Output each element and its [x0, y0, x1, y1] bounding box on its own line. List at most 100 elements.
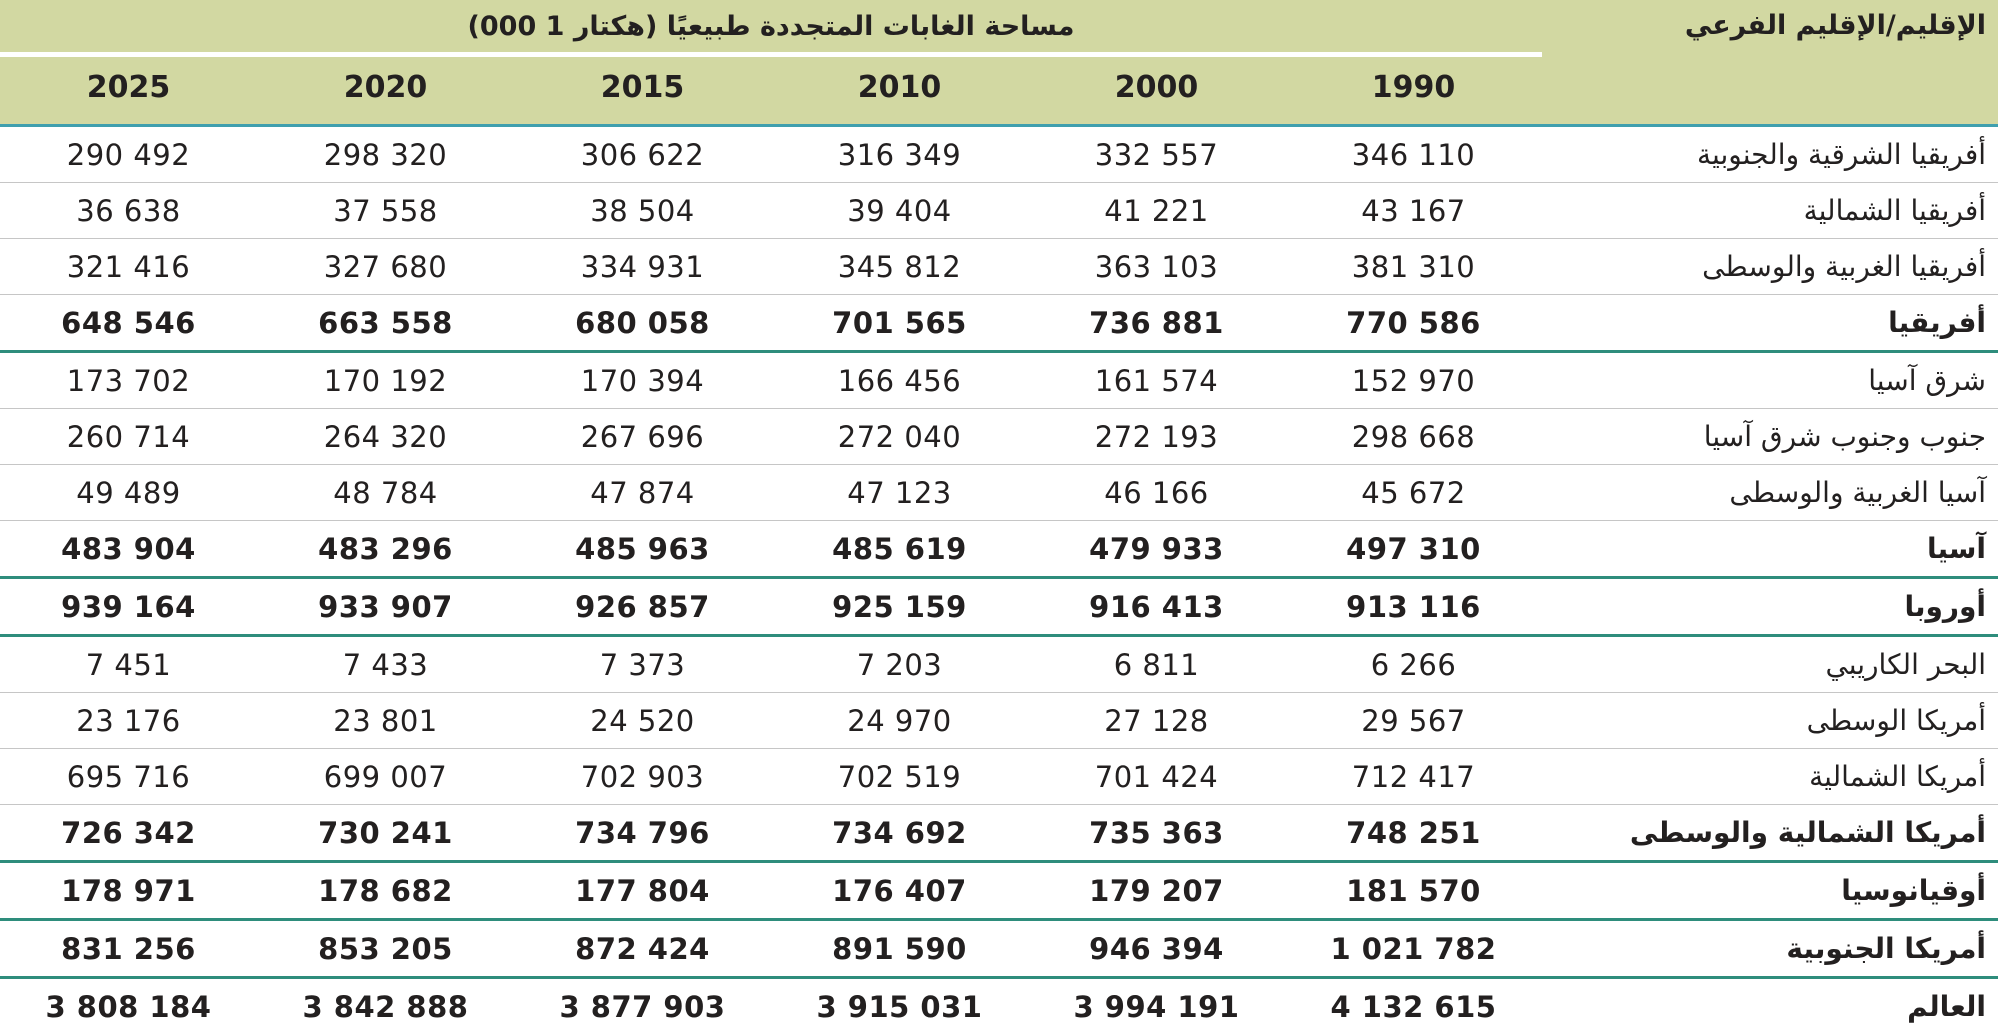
value-cell-1990: 6 266 [1285, 635, 1543, 693]
table-title: مساحة الغابات المتجددة طبيعيًا (هكتار 1 … [0, 0, 1543, 57]
value-cell-2000: 272 193 [1028, 408, 1285, 465]
value-cell-2010: 316 349 [771, 125, 1028, 183]
region-cell: آسيا [1542, 520, 1998, 579]
region-cell: أفريقيا الشمالية [1542, 182, 1998, 239]
value-cell-2025: 173 702 [0, 351, 257, 409]
value-cell-2020: 178 682 [257, 861, 514, 921]
value-cell-2025: 726 342 [0, 804, 257, 863]
region-column-header: الإقليم/الإقليم الفرعي [1542, 0, 1998, 127]
value-cell-2020: 663 558 [257, 294, 514, 353]
value-cell-2020: 853 205 [257, 919, 514, 979]
table-row: 260 714 264 320 267 696 272 040 272 193 298 6… [0, 408, 1998, 465]
region-cell: شرق آسيا [1542, 351, 1998, 409]
value-cell-2010: 701 565 [771, 294, 1028, 353]
value-cell-2010: 925 159 [771, 577, 1028, 637]
value-cell-1990: 45 672 [1285, 464, 1543, 521]
total-row: 648 546 663 558 680 058 701 565 736 881 770 5… [0, 294, 1998, 353]
value-cell-2020: 264 320 [257, 408, 514, 465]
value-cell-2000: 701 424 [1028, 748, 1285, 805]
value-cell-2020: 699 007 [257, 748, 514, 805]
table-row: 49 489 48 784 47 874 47 123 46 166 45 672 آسيا… [0, 464, 1998, 521]
value-cell-2020: 48 784 [257, 464, 514, 521]
value-cell-2010: 47 123 [771, 464, 1028, 521]
value-cell-2025: 483 904 [0, 520, 257, 579]
value-cell-1990: 770 586 [1285, 294, 1543, 353]
region-cell: أوروبا [1542, 577, 1998, 637]
value-cell-2025: 648 546 [0, 294, 257, 353]
table-row: 321 416 327 680 334 931 345 812 363 103 381 3… [0, 238, 1998, 295]
value-cell-2015: 3 877 903 [514, 977, 771, 1023]
region-cell: أفريقيا الشرقية والجنوبية [1542, 125, 1998, 183]
value-cell-2000: 946 394 [1028, 919, 1285, 979]
value-cell-2010: 891 590 [771, 919, 1028, 979]
value-cell-2000: 46 166 [1028, 464, 1285, 521]
value-cell-2010: 272 040 [771, 408, 1028, 465]
value-cell-2010: 176 407 [771, 861, 1028, 921]
year-header-2000: 2000 [1028, 54, 1285, 127]
value-cell-2015: 334 931 [514, 238, 771, 295]
value-cell-2010: 702 519 [771, 748, 1028, 805]
value-cell-2000: 363 103 [1028, 238, 1285, 295]
value-cell-2020: 3 842 888 [257, 977, 514, 1023]
value-cell-2025: 290 492 [0, 125, 257, 183]
value-cell-2000: 736 881 [1028, 294, 1285, 353]
value-cell-2015: 702 903 [514, 748, 771, 805]
value-cell-1990: 29 567 [1285, 692, 1543, 749]
value-cell-2020: 327 680 [257, 238, 514, 295]
value-cell-2010: 3 915 031 [771, 977, 1028, 1023]
value-cell-2015: 47 874 [514, 464, 771, 521]
value-cell-2020: 730 241 [257, 804, 514, 863]
title-row: مساحة الغابات المتجددة طبيعيًا (هكتار 1 … [0, 0, 1998, 127]
total-row: 831 256 853 205 872 424 891 590 946 394 1 021… [0, 919, 1998, 979]
value-cell-2020: 483 296 [257, 520, 514, 579]
value-cell-2025: 939 164 [0, 577, 257, 637]
table-row: 173 702 170 192 170 394 166 456 161 574 152 9… [0, 351, 1998, 409]
value-cell-2000: 735 363 [1028, 804, 1285, 863]
value-cell-2010: 734 692 [771, 804, 1028, 863]
value-cell-2010: 345 812 [771, 238, 1028, 295]
value-cell-1990: 4 132 615 [1285, 977, 1543, 1023]
value-cell-1990: 712 417 [1285, 748, 1543, 805]
value-cell-2025: 321 416 [0, 238, 257, 295]
table-row: 36 638 37 558 38 504 39 404 41 221 43 167 أفري… [0, 182, 1998, 239]
value-cell-2015: 680 058 [514, 294, 771, 353]
year-header-2010: 2010 [771, 54, 1028, 127]
value-cell-2025: 36 638 [0, 182, 257, 239]
value-cell-2015: 24 520 [514, 692, 771, 749]
region-cell: العالم [1542, 977, 1998, 1023]
value-cell-2020: 37 558 [257, 182, 514, 239]
value-cell-2000: 332 557 [1028, 125, 1285, 183]
value-cell-1990: 748 251 [1285, 804, 1543, 863]
region-cell: أمريكا الشمالية [1542, 748, 1998, 805]
region-cell: أمريكا الجنوبية [1542, 919, 1998, 979]
value-cell-2015: 872 424 [514, 919, 771, 979]
value-cell-2000: 27 128 [1028, 692, 1285, 749]
table-row: 7 451 7 433 7 373 7 203 6 811 6 266 البحر الكا… [0, 635, 1998, 693]
value-cell-2020: 933 907 [257, 577, 514, 637]
year-header-2015: 2015 [514, 54, 771, 127]
table-header: مساحة الغابات المتجددة طبيعيًا (هكتار 1 … [0, 0, 1998, 127]
value-cell-2010: 485 619 [771, 520, 1028, 579]
value-cell-1990: 497 310 [1285, 520, 1543, 579]
total-row: 939 164 933 907 926 857 925 159 916 413 913 1… [0, 577, 1998, 637]
value-cell-2000: 916 413 [1028, 577, 1285, 637]
value-cell-2025: 831 256 [0, 919, 257, 979]
value-cell-2010: 24 970 [771, 692, 1028, 749]
value-cell-2015: 485 963 [514, 520, 771, 579]
region-cell: أمريكا الوسطى [1542, 692, 1998, 749]
value-cell-1990: 43 167 [1285, 182, 1543, 239]
value-cell-1990: 152 970 [1285, 351, 1543, 409]
value-cell-2025: 7 451 [0, 635, 257, 693]
value-cell-1990: 346 110 [1285, 125, 1543, 183]
year-header-row: 2025 2020 2015 2010 2000 1990 [0, 54, 1998, 127]
region-cell: أمريكا الشمالية والوسطى [1542, 804, 1998, 863]
total-row: 726 342 730 241 734 796 734 692 735 363 748 2… [0, 804, 1998, 863]
value-cell-2000: 179 207 [1028, 861, 1285, 921]
value-cell-2025: 178 971 [0, 861, 257, 921]
year-header-1990: 1990 [1285, 54, 1543, 127]
value-cell-2015: 177 804 [514, 861, 771, 921]
value-cell-2025: 695 716 [0, 748, 257, 805]
value-cell-2015: 38 504 [514, 182, 771, 239]
value-cell-2025: 23 176 [0, 692, 257, 749]
